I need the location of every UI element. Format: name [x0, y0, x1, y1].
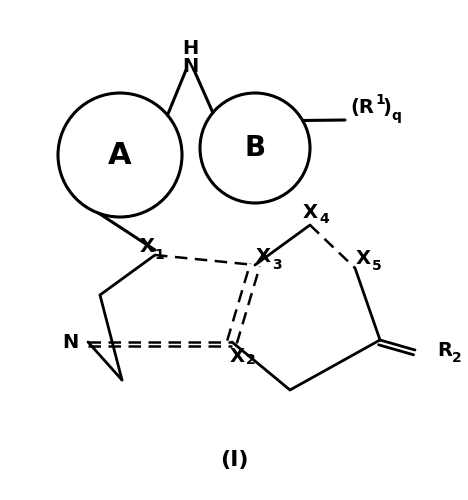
Text: ): ) [382, 98, 391, 117]
Text: (R: (R [350, 98, 374, 117]
Text: X: X [256, 248, 271, 266]
Text: N: N [182, 56, 198, 76]
Text: B: B [244, 134, 265, 162]
Text: 2: 2 [246, 353, 256, 367]
Text: H: H [182, 38, 198, 58]
Text: X: X [229, 346, 244, 366]
Text: X: X [302, 204, 317, 223]
Text: R: R [438, 340, 453, 359]
Text: N: N [62, 332, 78, 351]
Text: (I): (I) [220, 450, 248, 470]
Text: 5: 5 [372, 259, 382, 273]
Text: 2: 2 [452, 351, 462, 365]
Text: 1: 1 [154, 248, 164, 262]
Text: 1: 1 [375, 93, 385, 107]
Text: X: X [139, 238, 154, 256]
Text: 3: 3 [272, 258, 282, 272]
Text: A: A [108, 140, 132, 170]
Text: 4: 4 [319, 212, 329, 226]
Text: X: X [356, 248, 371, 268]
Text: q: q [391, 109, 401, 123]
